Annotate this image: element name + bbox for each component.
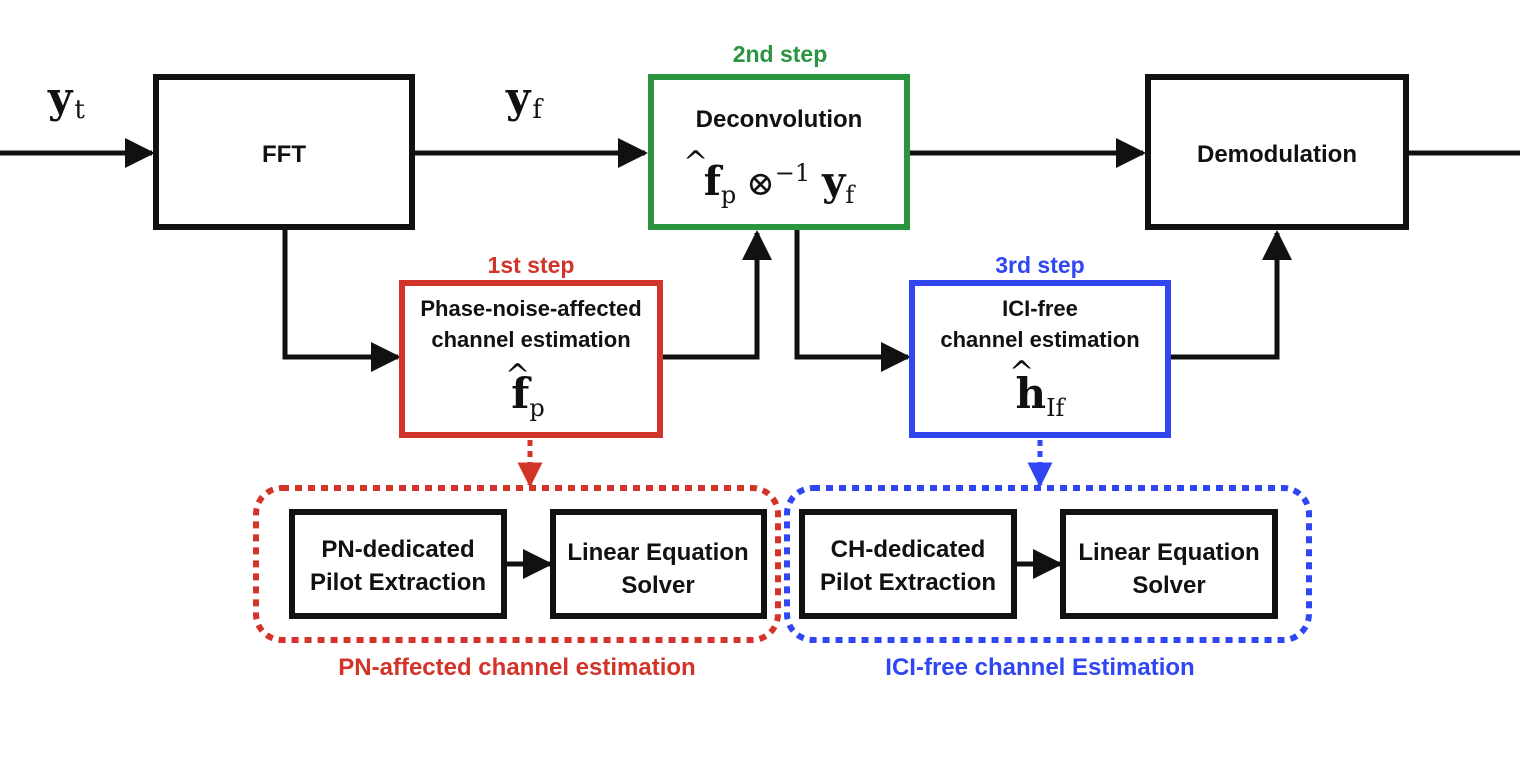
arrow-fft-to-pn-estimation (282, 230, 401, 372)
demodulation-block: Demodulation (1145, 74, 1409, 230)
arrow-deconvolution-to-ici-estimation (794, 230, 911, 372)
pn-solver-line1: Linear Equation (567, 539, 748, 566)
hat-accent: ^ (683, 145, 708, 180)
ici-group-caption: ICI-free channel Estimation (885, 654, 1194, 681)
step-2-label: 2nd step (733, 41, 828, 67)
hat-accent: ^ (1009, 355, 1034, 390)
demodulation-label: Demodulation (1197, 141, 1357, 168)
connectors (0, 138, 1520, 579)
hat-accent: ^ (505, 358, 530, 393)
pn-estimation-line2: channel estimation (431, 327, 630, 352)
ici-solver-box (1060, 509, 1278, 619)
ch-dedicated-line1: CH-dedicated (831, 536, 986, 563)
pn-estimation-block: 1st step Phase-noise-affected channel es… (399, 252, 663, 438)
pn-dedicated-line1: PN-dedicated (321, 536, 474, 563)
deconvolution-formula: fp ⊗−1 yf (704, 158, 857, 209)
pn-dedicated-line2: Pilot Extraction (310, 569, 486, 596)
deconvolution-block: 2nd step Deconvolution fp ⊗−1 yf ^ (648, 41, 910, 230)
pn-estimation-line1: Phase-noise-affected (420, 296, 641, 321)
signal-yf: yf (505, 73, 544, 125)
pn-solver-box (550, 509, 767, 619)
fft-label: FFT (262, 141, 306, 168)
fft-block: FFT (153, 74, 415, 230)
ici-solver-line2: Solver (1132, 572, 1205, 599)
ici-estimation-line2: channel estimation (940, 327, 1139, 352)
ici-estimation-symbol: hIf (1016, 369, 1067, 422)
signal-yt: yt (47, 73, 85, 125)
pn-dedicated-box (289, 509, 507, 619)
ici-estimation-block: 3rd step ICI-free channel estimation hIf… (909, 252, 1171, 438)
step-1-label: 1st step (488, 252, 575, 278)
arrow-pn-estimation-to-deconvolution (662, 230, 772, 360)
ch-dedicated-box (799, 509, 1017, 619)
ch-dedicated-line2: Pilot Extraction (820, 569, 996, 596)
ici-estimation-line1: ICI-free (1002, 296, 1078, 321)
pn-solver-line2: Solver (621, 572, 694, 599)
pn-estimation-symbol: fp (511, 369, 544, 422)
pn-group-caption: PN-affected channel estimation (338, 654, 695, 681)
arrow-ici-estimation-to-demodulation (1170, 230, 1292, 360)
step-3-label: 3rd step (995, 252, 1084, 278)
pn-group: PN-dedicated Pilot Extraction Linear Equ… (253, 485, 781, 681)
ici-group: CH-dedicated Pilot Extraction Linear Equ… (784, 485, 1312, 681)
deconvolution-label: Deconvolution (696, 106, 863, 133)
ici-solver-line1: Linear Equation (1078, 539, 1259, 566)
